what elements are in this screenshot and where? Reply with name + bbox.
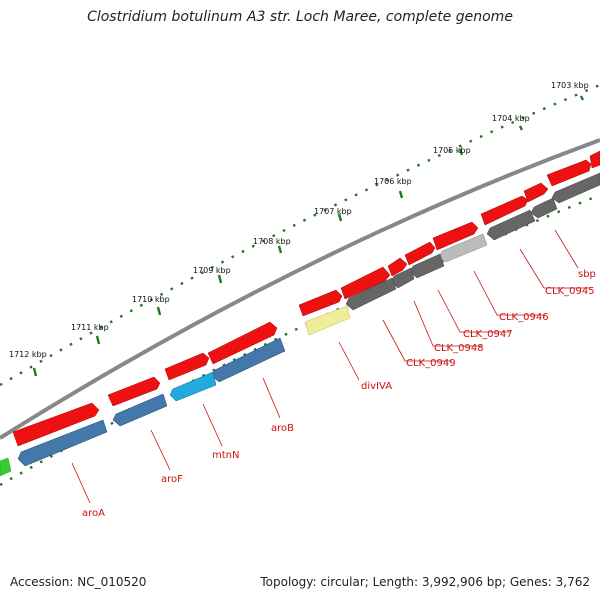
gene-arrow-reverse[interactable] [345,277,397,311]
scale-tick [277,245,283,254]
scale-label: 1705 kbp [433,146,471,155]
leader-line [202,403,223,447]
leader-line [150,429,171,471]
scale-tick [398,190,404,199]
map-title: Clostridium botulinum A3 str. Loch Maree… [87,9,513,25]
scale-tick [156,306,162,316]
gene-arrow-reverse[interactable] [112,393,168,427]
scale-label: 1711 kbp [71,323,109,332]
gene-arrow-forward[interactable] [207,321,278,365]
scale-tick [217,274,223,284]
scale-dotted-line [0,83,600,387]
gene-label-arof[interactable]: aroF [161,474,183,485]
scale-tick [337,213,343,222]
leader-line [473,270,545,316]
scale-label: 1710 kbp [132,295,170,304]
gene-label-clk-0949[interactable]: CLK_0949 [406,358,456,369]
gene-label-aroa[interactable]: aroA [82,508,105,519]
gene-label-clk-0948[interactable]: CLK_0948 [434,343,484,354]
gene-arrow-reverse[interactable] [17,419,108,467]
leader-line [71,462,91,504]
gene-arrow-forward[interactable] [546,159,592,187]
reverse-strand-genes [0,172,600,477]
gene-arrow-reverse[interactable] [304,305,351,336]
gene-arrow-forward[interactable] [107,376,161,407]
leader-line [338,341,360,381]
genome-backbone [0,138,600,440]
scale-label: 1706 kbp [374,177,412,186]
gene-arrow-forward[interactable] [589,150,600,169]
scale-label: 1703 kbp [551,81,589,90]
scale-label: 1708 kbp [253,237,291,246]
gene-arrow-reverse[interactable] [0,457,12,477]
genome-summary: Topology: circular; Length: 3,992,906 bp… [260,575,590,589]
gene-arrow-reverse[interactable] [169,371,217,402]
scale-major-ticks [32,95,585,377]
leader-line [519,248,590,289]
scale-label: 1712 kbp [9,350,47,359]
leader-line [554,229,579,269]
gene-arrow-reverse[interactable] [530,197,558,219]
gene-label-mtnn[interactable]: mtnN [212,450,239,461]
forward-strand-genes [12,150,600,447]
gene-arrow-reverse[interactable] [551,172,600,204]
scale-tick [95,335,101,345]
inner-dotted-line [0,193,600,487]
leader-line [382,319,452,362]
scale-tick [458,148,464,156]
gene-arrow-forward[interactable] [164,352,210,381]
gene-arrow-forward[interactable] [432,221,479,251]
gene-label-sbp[interactable]: sbp [578,269,596,280]
gene-arrow-forward[interactable] [298,289,343,317]
gene-labels: sbp CLK_0945 CLK_0946 CLK_0947 CLK_0948 … [82,269,596,519]
scale-label: 1709 kbp [193,266,231,275]
gene-label-arob[interactable]: aroB [271,423,294,434]
gene-arrow-reverse[interactable] [486,209,536,241]
scale-label: 1707 kbp [314,207,352,216]
leader-line [262,377,281,419]
gene-label-diviva[interactable]: divIVA [361,381,392,392]
scale-labels: 1703 kbp 1704 kbp 1705 kbp 1706 kbp 1707… [9,81,589,359]
gene-arrow-forward[interactable] [12,402,100,447]
leader-line [413,300,482,347]
accession-label: Accession: NC_010520 [10,575,147,589]
scale-tick [32,367,38,377]
gene-arrow-forward[interactable] [480,195,529,226]
label-leader-lines [71,229,590,504]
scale-tick [518,125,524,131]
leader-line [437,289,510,333]
gene-label-clk-0945[interactable]: CLK_0945 [545,286,595,297]
gene-arrow-forward[interactable] [387,257,408,277]
gene-arrow-forward[interactable] [404,241,436,266]
gene-label-clk-0947[interactable]: CLK_0947 [463,329,513,340]
scale-tick [579,95,585,101]
gene-arrow-forward[interactable] [340,266,391,300]
gene-arrow-forward[interactable] [523,182,549,203]
scale-label: 1704 kbp [492,114,530,123]
gene-label-clk-0946[interactable]: CLK_0946 [499,312,549,323]
